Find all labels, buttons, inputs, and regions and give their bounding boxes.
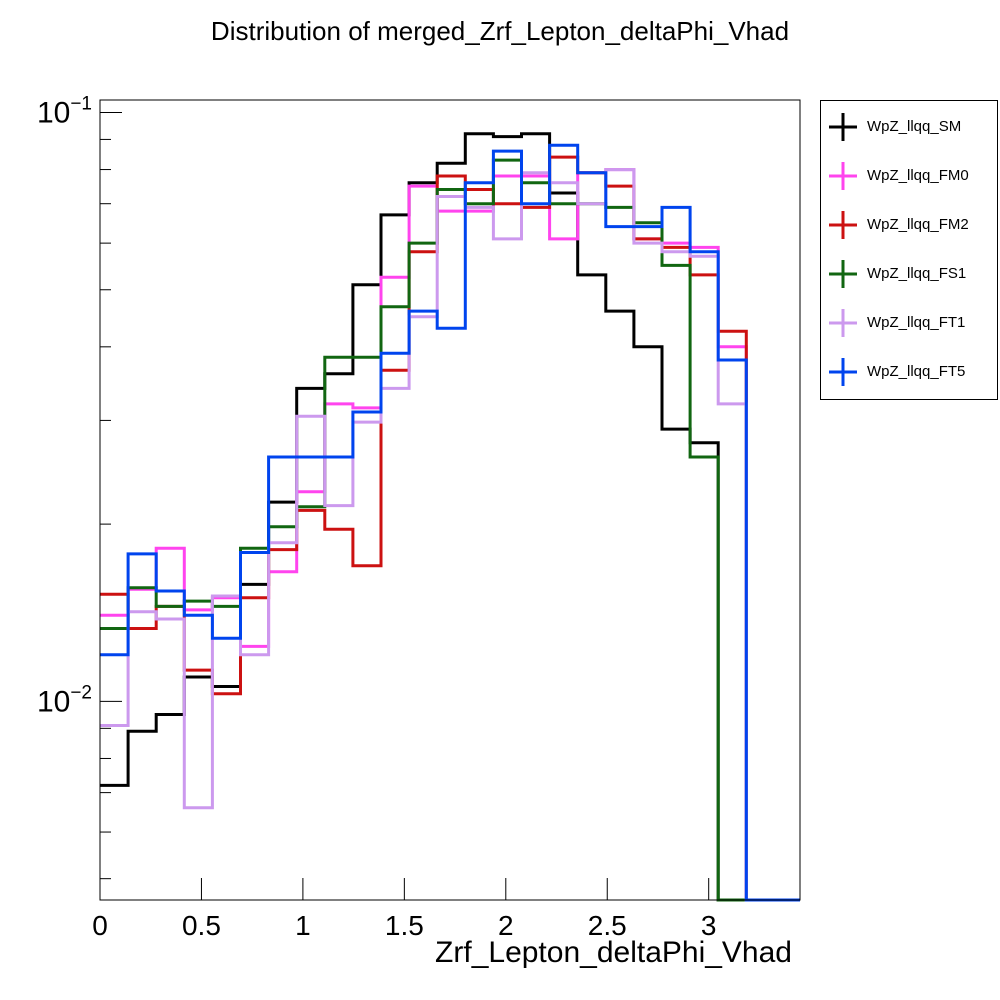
x-tick-label: 3 xyxy=(701,910,717,941)
legend-marker-icon xyxy=(829,211,857,239)
series-layer xyxy=(100,132,800,902)
y-tick-label: 10−2 xyxy=(37,682,92,718)
legend-marker-icon xyxy=(829,162,857,190)
chart-title: Distribution of merged_Zrf_Lepton_deltaP… xyxy=(210,16,790,46)
legend-label: WpZ_llqq_FM2 xyxy=(867,216,969,233)
legend-label: WpZ_llqq_FS1 xyxy=(867,265,967,282)
x-tick-label: 2 xyxy=(498,910,514,941)
x-tick-label: 2.5 xyxy=(588,910,627,941)
plot-frame xyxy=(99,99,801,901)
legend-entry: WpZ_llqq_FS1 xyxy=(821,254,997,294)
legend-entry: WpZ_llqq_FM2 xyxy=(821,205,997,245)
legend-label: WpZ_llqq_SM xyxy=(867,118,962,135)
legend-marker-icon xyxy=(829,113,857,141)
x-tick-label: 0 xyxy=(92,910,108,941)
legend-label: WpZ_llqq_FT5 xyxy=(867,363,966,380)
plot-background xyxy=(100,100,800,900)
x-axis-label: Zrf_Lepton_deltaPhi_Vhad xyxy=(435,936,792,969)
legend-marker-icon xyxy=(829,358,857,386)
legend: WpZ_llqq_SM WpZ_llqq_FM0 WpZ_llqq_FM2 WpZ_l… xyxy=(820,100,998,400)
axis-layer: 0 0.5 1 1.5 2 2.5 3 10−2 10−1 xyxy=(37,93,717,941)
x-tick-label: 1.5 xyxy=(385,910,424,941)
x-tick-label: 0.5 xyxy=(182,910,221,941)
legend-entry: WpZ_llqq_FT1 xyxy=(821,303,997,343)
series-line-WpZ_llqq_FT5 xyxy=(100,143,800,902)
legend-entry: WpZ_llqq_FT5 xyxy=(821,352,997,392)
legend-label: WpZ_llqq_FM0 xyxy=(867,167,969,184)
legend-marker-icon xyxy=(829,309,857,337)
legend-marker-icon xyxy=(829,260,857,288)
x-tick-label: 1 xyxy=(295,910,311,941)
legend-entry: WpZ_llqq_SM xyxy=(821,107,997,147)
y-tick-label: 10−1 xyxy=(37,93,92,129)
legend-label: WpZ_llqq_FT1 xyxy=(867,314,966,331)
legend-entry: WpZ_llqq_FM0 xyxy=(821,156,997,196)
